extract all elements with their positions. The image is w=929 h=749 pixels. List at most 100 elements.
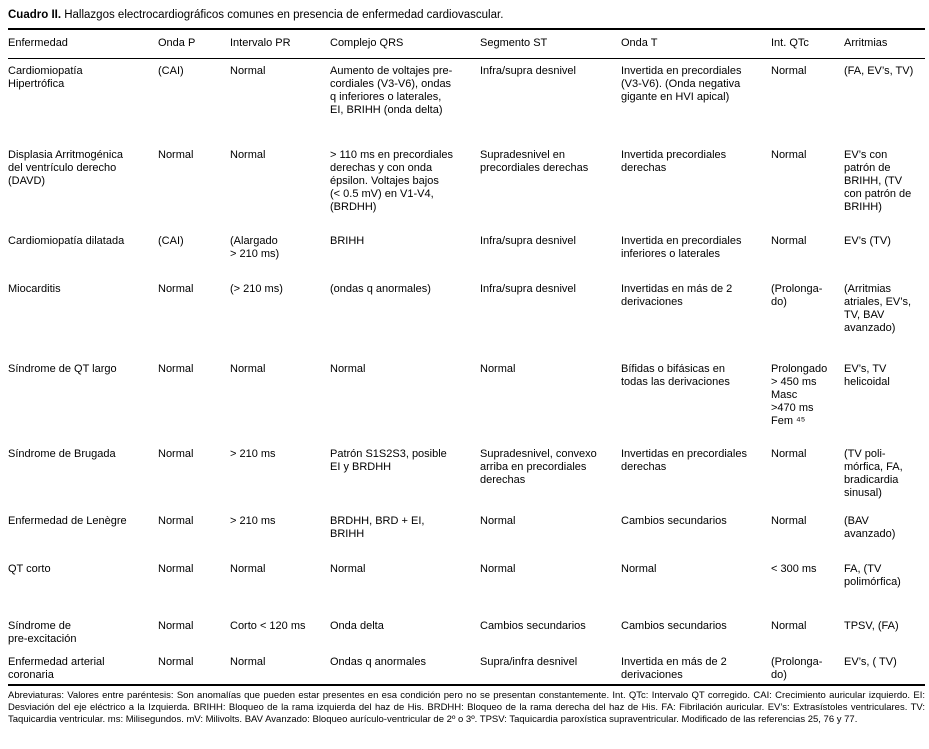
cell-complejo-qrs: (ondas q anormales)	[330, 283, 431, 295]
cell-intervalo-pr: (> 210 ms)	[230, 283, 283, 295]
cell-segmento-st: Supradesnivel, convexo arriba en precord…	[480, 448, 597, 486]
cell-complejo-qrs: Onda delta	[330, 620, 384, 632]
cell-onda-t: Invertida en más de 2 derivaciones	[621, 656, 727, 681]
cell-complejo-qrs: Normal	[330, 563, 366, 575]
cell-enfermedad: Enfermedad arterial coronaria	[8, 656, 105, 681]
cell-complejo-qrs: > 110 ms en precordiales derechas y con …	[330, 149, 454, 213]
cell-complejo-qrs: Ondas q anormales	[330, 656, 426, 668]
cell-onda-p: Normal	[158, 283, 194, 295]
cell-enfermedad: Síndrome de pre-excitación	[8, 620, 77, 645]
cell-arritmias: EV’s, TV helicoidal	[844, 363, 890, 388]
cell-enfermedad: Síndrome de QT largo	[8, 363, 117, 375]
cell-int-qtc: < 300 ms	[771, 563, 817, 575]
cell-onda-t: Cambios secundarios	[621, 515, 727, 527]
cell-onda-p: Normal	[158, 515, 194, 527]
cell-intervalo-pr: > 210 ms	[230, 448, 276, 460]
cell-int-qtc: (Prolonga- do)	[771, 283, 823, 308]
table-row: Displasia Arritmogénica del ventrículo d…	[8, 143, 925, 229]
cell-enfermedad: Cardiomiopatía Hipertrófica	[8, 65, 83, 90]
cell-int-qtc: Normal	[771, 620, 807, 632]
cell-enfermedad: Síndrome de Brugada	[8, 448, 116, 460]
cell-onda-t: Bífidas o bifásicas en todas las derivac…	[621, 363, 730, 388]
cell-onda-t: Invertida precordiales derechas	[621, 149, 727, 174]
cell-complejo-qrs: BRIHH	[330, 235, 365, 247]
cell-segmento-st: Normal	[480, 563, 516, 575]
ecg-findings-table: Enfermedad Onda P Intervalo PR Complejo …	[8, 28, 925, 686]
column-header-complejo-qrs: Complejo QRS	[330, 29, 480, 59]
column-header-enfermedad: Enfermedad	[8, 29, 158, 59]
cell-enfermedad: Enfermedad de Lenègre	[8, 515, 127, 527]
cell-int-qtc: Normal	[771, 515, 807, 527]
cell-intervalo-pr: Normal	[230, 563, 266, 575]
cell-onda-p: Normal	[158, 363, 194, 375]
cell-intervalo-pr: Normal	[230, 149, 266, 161]
table-row: Síndrome de pre-excitación Normal Corto …	[8, 614, 925, 650]
cell-arritmias: (TV poli- mórfica, FA, bradicardia sinus…	[844, 448, 903, 499]
table-row: Cardiomiopatía dilatada (CAI) (Alargado …	[8, 229, 925, 277]
header-row: Enfermedad Onda P Intervalo PR Complejo …	[8, 29, 925, 59]
cell-enfermedad: Displasia Arritmogénica del ventrículo d…	[8, 149, 123, 187]
table-row: QT corto Normal Normal Normal Normal Nor…	[8, 557, 925, 614]
cell-onda-t: Invertidas en precordiales derechas	[621, 448, 747, 473]
cell-segmento-st: Infra/supra desnivel	[480, 235, 576, 247]
table-caption: Cuadro II. Hallazgos electrocardiográfic…	[8, 6, 925, 28]
column-header-segmento-st: Segmento ST	[480, 29, 621, 59]
cell-intervalo-pr: (Alargado > 210 ms)	[230, 235, 280, 260]
cell-onda-t: Invertida en precordiales inferiores o l…	[621, 235, 742, 260]
cell-segmento-st: Normal	[480, 363, 516, 375]
cell-int-qtc: Normal	[771, 235, 807, 247]
cell-enfermedad: Cardiomiopatía dilatada	[8, 235, 125, 247]
cell-enfermedad: QT corto	[8, 563, 51, 575]
cell-onda-p: Normal	[158, 448, 194, 460]
cell-complejo-qrs: Aumento de voltajes pre- cordiales (V3-V…	[330, 65, 453, 116]
cell-complejo-qrs: Patrón S1S2S3, posible EI y BRDHH	[330, 448, 447, 473]
cell-enfermedad: Miocarditis	[8, 283, 61, 295]
table-caption-label: Cuadro II.	[8, 9, 62, 21]
table-row: Enfermedad arterial coronaria Normal Nor…	[8, 650, 925, 685]
cell-complejo-qrs: Normal	[330, 363, 366, 375]
cell-onda-p: (CAI)	[158, 65, 184, 77]
cell-intervalo-pr: Corto < 120 ms	[230, 620, 306, 632]
table-caption-text: Hallazgos electrocardiográficos comunes …	[61, 9, 504, 21]
cell-arritmias: FA, (TV polimórfica)	[844, 563, 901, 588]
cell-int-qtc: Normal	[771, 65, 807, 77]
cell-onda-t: Normal	[621, 563, 657, 575]
cell-complejo-qrs: BRDHH, BRD + EI, BRIHH	[330, 515, 425, 540]
table-row: Miocarditis Normal (> 210 ms) (ondas q a…	[8, 277, 925, 357]
column-header-arritmias: Arritmias	[844, 29, 925, 59]
cell-onda-t: Invertidas en más de 2 derivaciones	[621, 283, 733, 308]
column-header-int-qtc: Int. QTc	[771, 29, 844, 59]
cell-arritmias: (FA, EV’s, TV)	[844, 65, 914, 77]
cell-intervalo-pr: > 210 ms	[230, 515, 276, 527]
cell-intervalo-pr: Normal	[230, 363, 266, 375]
cell-arritmias: EV’s con patrón de BRIHH, (TV con patrón…	[844, 149, 912, 213]
cell-int-qtc: (Prolonga- do)	[771, 656, 823, 681]
cell-segmento-st: Infra/supra desnivel	[480, 283, 576, 295]
cell-segmento-st: Cambios secundarios	[480, 620, 586, 632]
cell-segmento-st: Normal	[480, 515, 516, 527]
cell-intervalo-pr: Normal	[230, 65, 266, 77]
table-row: Síndrome de QT largo Normal Normal Norma…	[8, 357, 925, 442]
cell-arritmias: (Arritmias atriales, EV’s, TV, BAV avanz…	[844, 283, 912, 334]
column-header-onda-p: Onda P	[158, 29, 230, 59]
cell-arritmias: TPSV, (FA)	[844, 620, 899, 632]
cell-segmento-st: Supra/infra desnivel	[480, 656, 578, 668]
cell-onda-p: Normal	[158, 620, 194, 632]
table-row: Cardiomiopatía Hipertrófica (CAI) Normal…	[8, 59, 925, 144]
cell-onda-p: (CAI)	[158, 235, 184, 247]
cell-onda-t: Invertida en precordiales (V3-V6). (Onda…	[621, 65, 742, 103]
cell-segmento-st: Supradesnivel en precordiales derechas	[480, 149, 589, 174]
cell-onda-p: Normal	[158, 563, 194, 575]
cell-onda-p: Normal	[158, 149, 194, 161]
cell-onda-p: Normal	[158, 656, 194, 668]
cell-int-qtc: Normal	[771, 448, 807, 460]
abbreviations-footnote: Abreviaturas: Valores entre paréntesis: …	[8, 690, 925, 725]
table-row: Síndrome de Brugada Normal > 210 ms Patr…	[8, 442, 925, 509]
cell-arritmias: EV’s, ( TV)	[844, 656, 897, 668]
cell-int-qtc: Normal	[771, 149, 807, 161]
table-row: Enfermedad de Lenègre Normal > 210 ms BR…	[8, 509, 925, 557]
cell-arritmias: EV’s (TV)	[844, 235, 891, 247]
cell-segmento-st: Infra/supra desnivel	[480, 65, 576, 77]
cell-arritmias: (BAV avanzado)	[844, 515, 896, 540]
cell-intervalo-pr: Normal	[230, 656, 266, 668]
